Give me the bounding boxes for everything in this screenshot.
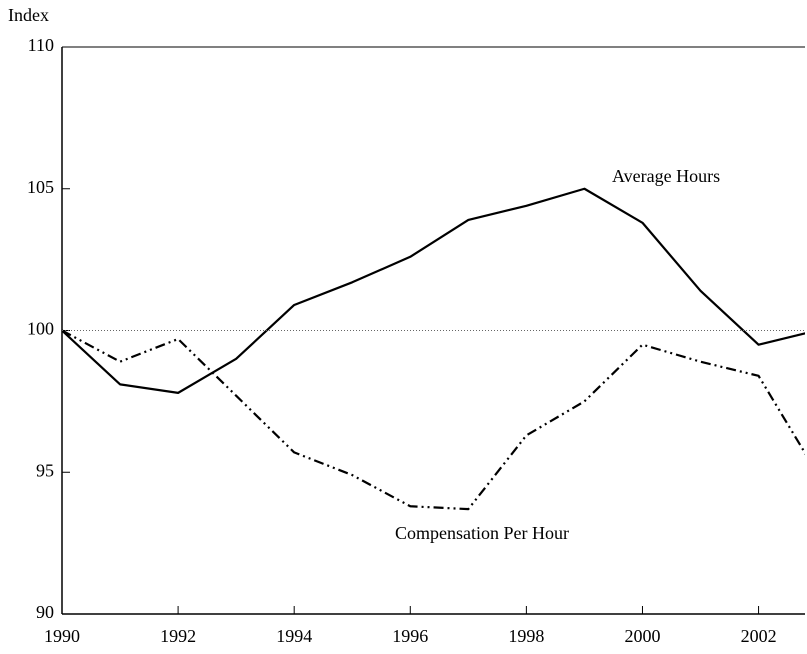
series-line <box>62 329 805 511</box>
x-tick-label: 1990 <box>44 626 80 646</box>
y-tick-label: 110 <box>28 35 54 55</box>
y-tick-label: 95 <box>36 460 54 480</box>
series-label: Compensation Per Hour <box>395 523 569 543</box>
x-tick-label: 1994 <box>276 626 312 646</box>
series-label: Average Hours <box>612 166 720 186</box>
x-tick-label: 1996 <box>392 626 428 646</box>
x-tick-label: 2002 <box>741 626 777 646</box>
y-tick-label: 90 <box>36 602 54 622</box>
series-line <box>62 187 805 394</box>
x-tick-label: 2000 <box>624 626 660 646</box>
y-axis-label: Index <box>8 5 49 25</box>
y-tick-label: 100 <box>27 319 54 339</box>
y-tick-label: 105 <box>27 177 54 197</box>
plot-area <box>62 187 805 511</box>
x-tick-label: 1992 <box>160 626 196 646</box>
x-tick-label: 1998 <box>508 626 544 646</box>
